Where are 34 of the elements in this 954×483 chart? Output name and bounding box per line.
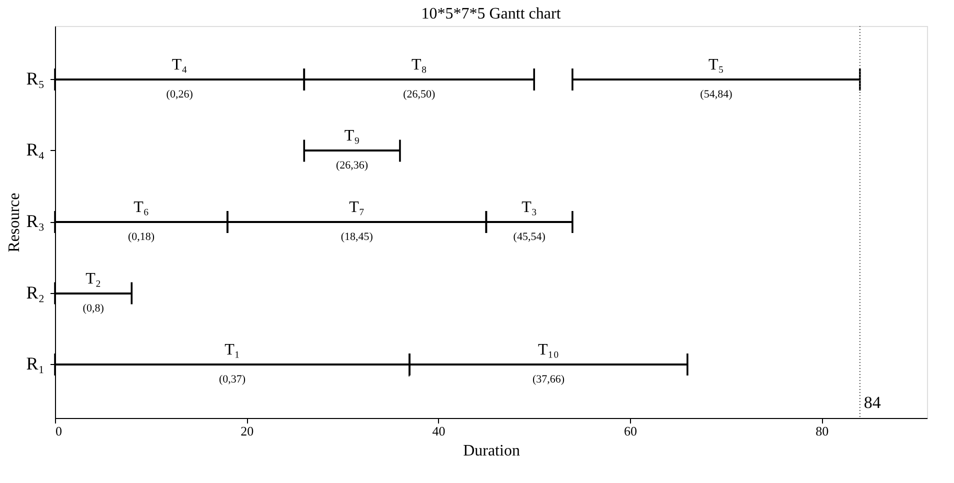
annotation: (0,26) — [166, 88, 194, 100]
y-tick-label: R₄ — [26, 140, 44, 160]
y-axis-title: Resource — [6, 192, 24, 252]
series-label: T₆ — [134, 199, 149, 216]
annotation: (26,50) — [403, 88, 436, 100]
y-tick-label: R₃ — [26, 211, 44, 231]
series-label: T₉ — [344, 128, 360, 145]
series-label: T₁₀ — [538, 342, 559, 359]
y-tick-label: R₅ — [26, 68, 44, 88]
annotation: (54,84) — [700, 88, 733, 100]
chart-title: 10*5*7*5 Gantt chart — [421, 6, 562, 22]
ref-line-label: 84 — [864, 393, 882, 412]
x-tick-label: 20 — [240, 424, 254, 438]
y-tick-label: R₂ — [26, 282, 44, 302]
series-label: T₄ — [172, 56, 188, 74]
series-label: T₁ — [224, 342, 240, 359]
annotation: (45,54) — [513, 231, 546, 243]
annotation: (37,66) — [532, 374, 565, 386]
x-tick-label: 60 — [624, 424, 637, 438]
annotation: (0,8) — [82, 302, 104, 314]
x-axis-title: Duration — [463, 442, 520, 460]
x-tick-label: 40 — [432, 424, 446, 438]
series-label: T₈ — [411, 56, 427, 74]
annotation: (18,45) — [340, 231, 374, 243]
annotation: (26,36) — [336, 160, 368, 172]
series-label: T₂ — [86, 270, 102, 288]
annotation: (0,37) — [218, 374, 246, 386]
y-tick-label: R₁ — [26, 354, 44, 374]
annotation: (0,18) — [128, 231, 155, 243]
series-label: T₇ — [349, 199, 365, 216]
x-tick-label: 80 — [816, 424, 829, 438]
x-tick-label: 0 — [56, 424, 62, 438]
series-label: T₅ — [708, 56, 724, 74]
series-label: T₃ — [522, 199, 538, 216]
